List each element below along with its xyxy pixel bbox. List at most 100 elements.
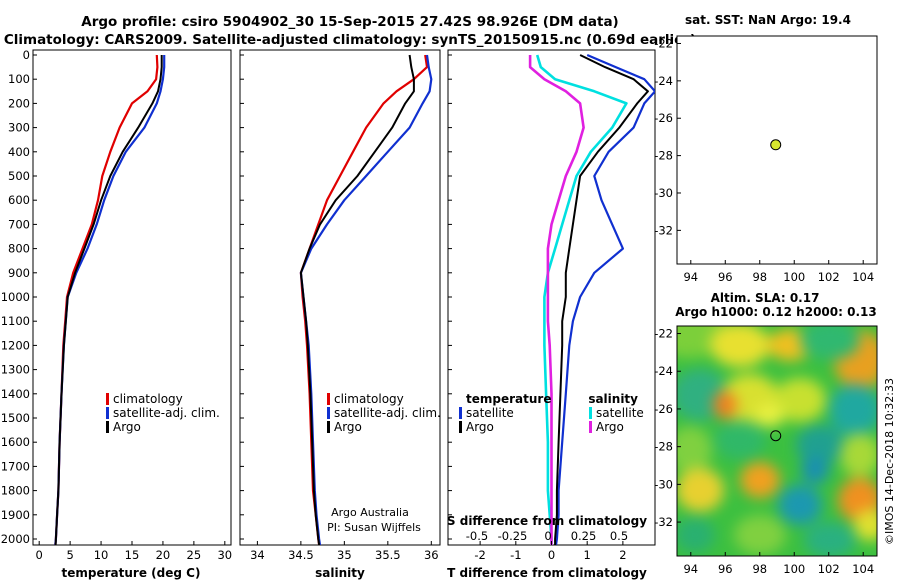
map-x-tick-label: 94 [683, 270, 698, 284]
temperature-panel [32, 49, 232, 546]
legend-swatch-s-argo [589, 421, 592, 433]
x-tick-label: -2 [474, 548, 485, 562]
legend-label: satellite [466, 406, 514, 420]
s-tick-label: -0.25 [498, 529, 528, 543]
series-line-argo [299, 54, 415, 545]
sla-anomaly-blob [800, 326, 860, 360]
temperature-xlabel: temperature (deg C) [62, 566, 201, 580]
map-x-tick-label: 96 [718, 270, 733, 284]
x-tick-label: 20 [156, 548, 171, 562]
profile-title: Argo profile: csiro 5904902_30 15-Sep-20… [81, 14, 618, 30]
map-x-tick-label: 104 [852, 270, 874, 284]
legend-label: satellite [596, 406, 644, 420]
map-y-tick-label: -30 [654, 186, 673, 200]
series-line-salinity-argo [528, 55, 585, 545]
salinity-series [299, 54, 433, 545]
credit-org: Argo Australia [331, 506, 409, 519]
legend-swatch-t-satellite [459, 407, 462, 419]
sla-heatmap [677, 326, 877, 556]
map-y-tick-label: -22 [654, 36, 673, 50]
s-tick-label: 0 [544, 529, 551, 543]
depth-tick-label: 700 [8, 217, 30, 231]
map-y-tick-label: -26 [654, 402, 673, 416]
x-tick-label: -1 [510, 548, 521, 562]
legend-label: satellite-adj. clim. [334, 406, 441, 420]
depth-tick-label: 2000 [1, 532, 30, 546]
depth-tick-label: 100 [8, 72, 30, 86]
map-x-tick-label: 104 [852, 562, 874, 576]
x-tick-label: 35 [337, 548, 352, 562]
sla-anomaly-blob [829, 384, 877, 436]
depth-tick-label: 800 [8, 242, 30, 256]
salinity-x-axis: 34 34.5 35 35.5 36 [250, 541, 439, 562]
x-tick-label: 0 [548, 548, 555, 562]
depth-tick-label: 500 [8, 169, 30, 183]
map-x-tick-label: 94 [683, 562, 698, 576]
legend-swatch-satellite [327, 407, 330, 419]
sla-anomalies [677, 326, 877, 556]
t-difference-xlabel: T difference from climatology [447, 566, 647, 580]
s-tick-label: 0.5 [610, 529, 628, 543]
depth-tick-label: 0 [23, 48, 30, 62]
depth-tick-label: 1900 [1, 508, 30, 522]
sla-anomaly-blob [740, 462, 780, 498]
sla-anomaly-blob [796, 425, 844, 465]
depth-tick-label: 1100 [1, 314, 30, 328]
legend-title-temperature: temperature [466, 392, 551, 406]
series-line-argo [54, 55, 163, 545]
legend-label: climatology [334, 392, 404, 406]
map-y-tick-label: -28 [654, 149, 673, 163]
depth-tick-label: 1700 [1, 459, 30, 473]
depth-tick-label: 1500 [1, 411, 30, 425]
legend-swatch-climatology [327, 393, 330, 405]
sla-anomaly-blob [677, 468, 724, 512]
depth-tick-label: 1000 [1, 290, 30, 304]
climatology-title: Climatology: CARS2009. Satellite-adjuste… [4, 32, 696, 48]
argo-position-marker [770, 139, 782, 151]
sla-anomaly-blob [778, 485, 822, 525]
map-y-tick-label: -30 [654, 477, 673, 491]
sla-anomaly-blob [774, 378, 826, 422]
map-x-tick-label: 96 [718, 562, 733, 576]
sla-map-axes: 94 96 98 100 102 104 -22 -24 -26 -28 -30 -32 [654, 327, 874, 576]
map-y-tick-label: -22 [654, 327, 673, 341]
x-tick-label: 5 [66, 548, 73, 562]
map-y-tick-label: -26 [654, 111, 673, 125]
depth-tick-label: 300 [8, 121, 30, 135]
salinity-legend: climatology satellite-adj. clim. Argo [327, 392, 441, 434]
x-tick-label: 10 [94, 548, 109, 562]
map-y-tick-label: -32 [654, 515, 673, 529]
sla-anomaly-blob [714, 420, 766, 460]
sla-anomaly-blob [734, 515, 786, 555]
legend-swatch-s-satellite [589, 407, 592, 419]
depth-tick-label: 1800 [1, 484, 30, 498]
depth-tick-label: 1400 [1, 387, 30, 401]
sla-anomaly-blob [840, 433, 877, 477]
imos-credit: ©IMOS 14-Dec-2018 10:32:33 [883, 378, 896, 545]
x-tick-label: 30 [217, 548, 232, 562]
sla-anomaly-blob [756, 403, 784, 427]
temperature-legend: climatology satellite-adj. clim. Argo [106, 392, 220, 434]
x-tick-label: 25 [187, 548, 202, 562]
sla-anomaly-blob [713, 391, 737, 419]
depth-tick-label: 1600 [1, 435, 30, 449]
sla-anomaly-blob [804, 522, 856, 556]
legend-label: Argo [334, 420, 362, 434]
depth-tick-label: 900 [8, 266, 30, 280]
depth-tick-label: 1200 [1, 338, 30, 352]
x-tick-label: 35.5 [375, 548, 401, 562]
sst-map-title: sat. SST: NaN Argo: 19.4 [685, 13, 851, 27]
temperature-x-axis: 0 5 10 15 20 25 30 [36, 541, 232, 562]
sla-anomaly-blob [710, 326, 770, 367]
map-x-tick-label: 100 [783, 270, 805, 284]
depth-tick-label: 400 [8, 145, 30, 159]
legend-title-salinity: salinity [588, 392, 638, 406]
credit-pi: PI: Susan Wijffels [327, 521, 421, 534]
temperature-series [54, 54, 166, 545]
map-x-tick-label: 98 [752, 270, 767, 284]
series-line-temperature-argo [554, 54, 649, 545]
map-x-tick-label: 100 [783, 562, 805, 576]
x-tick-label: 15 [125, 548, 140, 562]
legend-label: satellite-adj. clim. [113, 406, 220, 420]
